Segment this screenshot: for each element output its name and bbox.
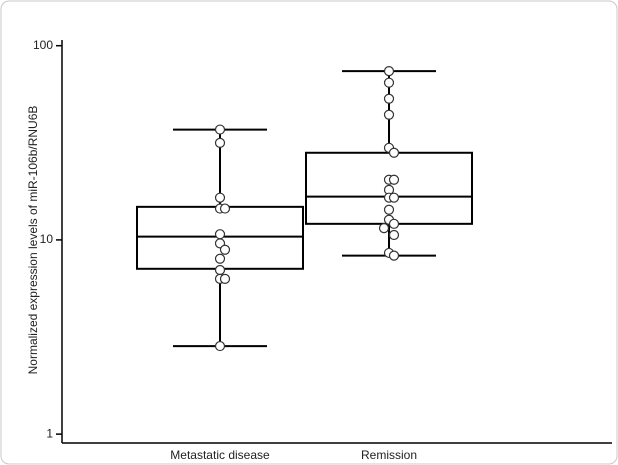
data-point — [383, 109, 395, 120]
data-point — [219, 203, 231, 214]
data-point — [219, 273, 231, 284]
data-point — [219, 244, 231, 255]
data-point — [214, 137, 226, 148]
data-point — [214, 192, 226, 203]
data-point — [378, 223, 390, 234]
y-axis-label: Normalized expression levels of miR-106b… — [26, 106, 40, 375]
data-point — [383, 77, 395, 88]
x-tick-label: Metastatic disease — [170, 448, 270, 462]
data-point — [214, 340, 226, 352]
data-point — [388, 229, 400, 241]
y-tick-label: 1 — [46, 426, 53, 440]
data-point — [388, 218, 400, 229]
y-tick-label: 10 — [40, 232, 54, 246]
x-tick-label: Remission — [361, 448, 417, 462]
data-point — [383, 204, 395, 215]
data-point — [388, 147, 400, 158]
y-tick-label: 100 — [33, 38, 53, 52]
data-point — [214, 253, 226, 264]
data-point — [388, 250, 400, 261]
data-point — [388, 174, 400, 185]
data-point — [214, 229, 226, 240]
data-point — [383, 93, 395, 104]
data-point — [388, 192, 400, 203]
data-point — [214, 124, 226, 135]
data-point — [214, 264, 226, 276]
data-point — [383, 66, 395, 77]
